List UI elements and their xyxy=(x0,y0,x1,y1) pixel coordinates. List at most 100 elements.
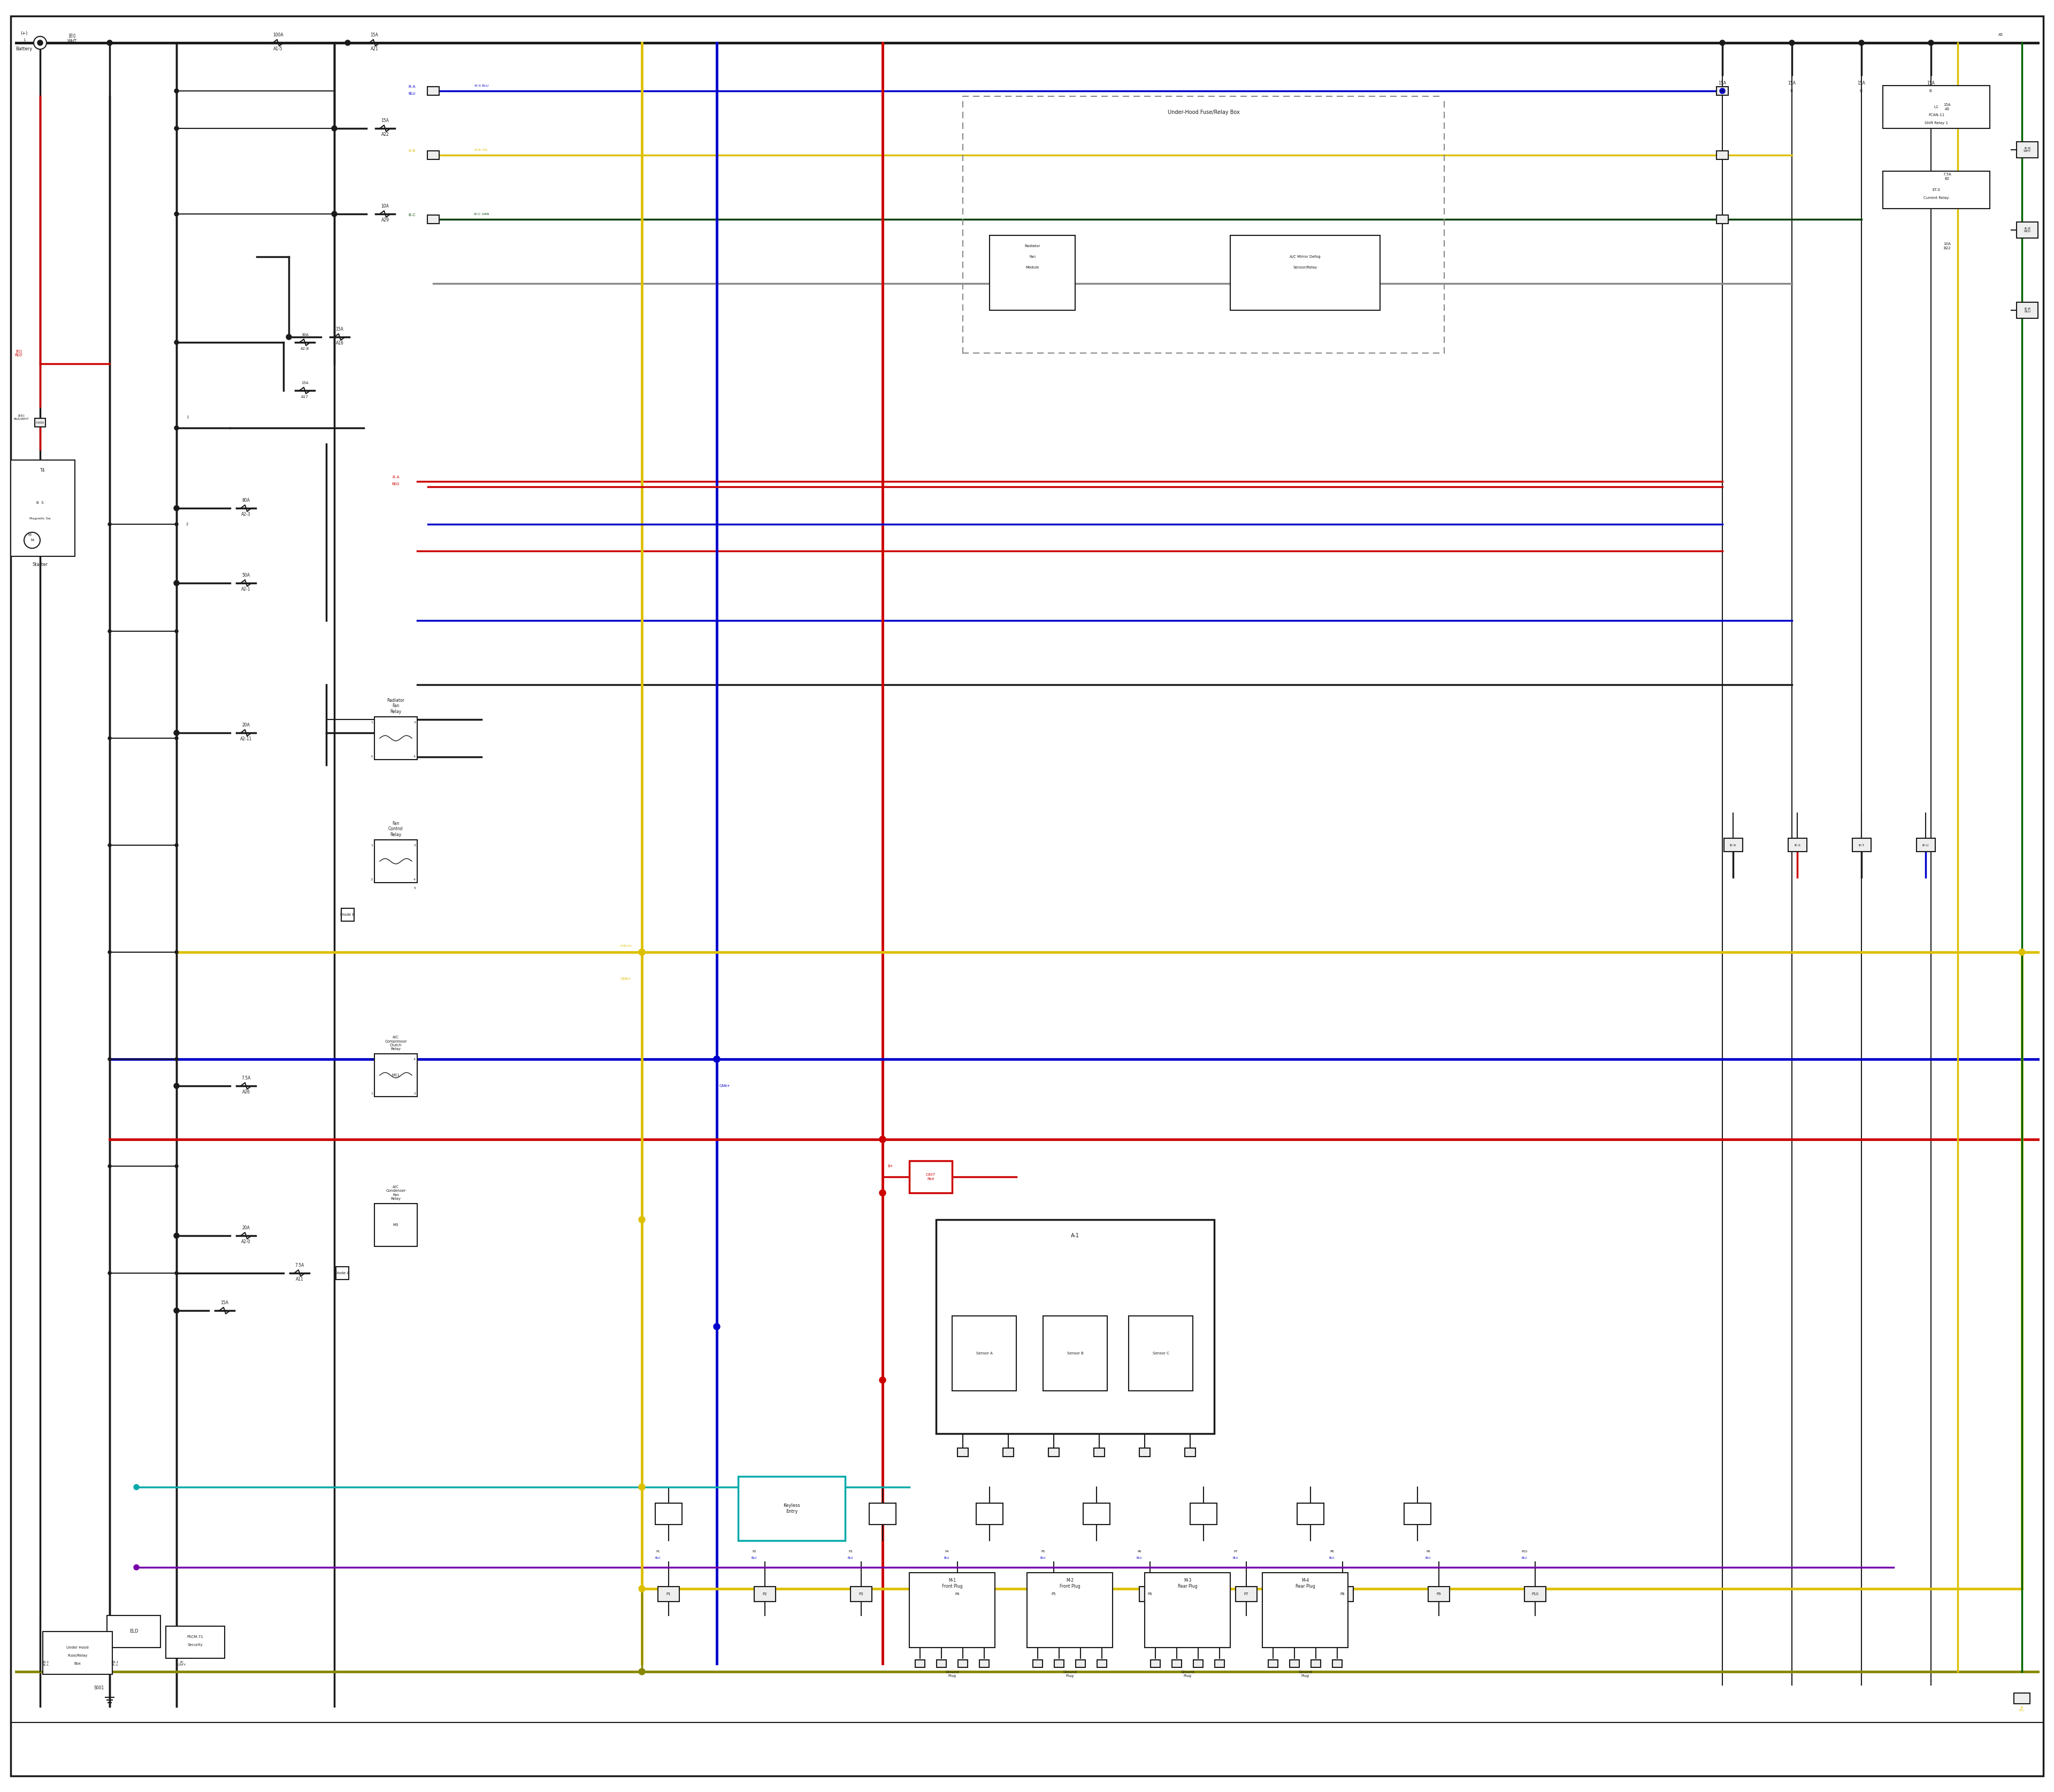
Bar xyxy=(1428,1586,1450,1602)
Text: 1: 1 xyxy=(370,844,372,846)
Text: 15A: 15A xyxy=(1719,81,1725,86)
Text: 1: 1 xyxy=(23,38,25,41)
Text: FCAN-11: FCAN-11 xyxy=(1929,113,1945,116)
Text: 2: 2 xyxy=(413,844,415,846)
Text: Ground
Plug: Ground Plug xyxy=(1062,1670,1076,1677)
Circle shape xyxy=(109,1165,111,1168)
Text: BLU: BLU xyxy=(945,1557,949,1559)
Text: P3: P3 xyxy=(859,1593,863,1595)
Text: M-4
Rear Plug: M-4 Rear Plug xyxy=(1296,1579,1315,1588)
Text: A5: A5 xyxy=(1719,90,1725,93)
Text: 2: 2 xyxy=(413,1093,415,1095)
Text: 2C
CAFY: 2C CAFY xyxy=(177,1661,187,1667)
Bar xyxy=(341,909,353,921)
Circle shape xyxy=(713,1324,721,1330)
Bar xyxy=(916,1659,924,1667)
Text: 15A: 15A xyxy=(370,32,378,38)
Text: PSCM-71: PSCM-71 xyxy=(187,1636,203,1638)
Bar xyxy=(1043,1315,1107,1391)
Text: P10: P10 xyxy=(1532,1593,1538,1595)
Text: A/C
Condenser
Fan
Relay: A/C Condenser Fan Relay xyxy=(386,1186,407,1201)
Text: IE-B: IE-B xyxy=(409,149,415,152)
Bar xyxy=(869,1503,896,1525)
Circle shape xyxy=(713,1055,721,1063)
Circle shape xyxy=(2019,950,2025,955)
Circle shape xyxy=(175,729,179,735)
Text: 2B-1
BL-L: 2B-1 BL-L xyxy=(41,1661,49,1667)
Text: (+): (+) xyxy=(21,30,27,36)
Text: [EI]
WHT: [EI] WHT xyxy=(68,34,76,43)
Circle shape xyxy=(175,629,179,633)
Bar xyxy=(990,235,1074,310)
Circle shape xyxy=(33,36,47,48)
Text: P9: P9 xyxy=(1436,1593,1442,1595)
Circle shape xyxy=(175,1165,179,1168)
Bar xyxy=(1230,235,1380,310)
Text: M11: M11 xyxy=(392,1073,401,1077)
Bar xyxy=(1173,1659,1181,1667)
Bar xyxy=(1717,86,1727,95)
Text: [EE]
BLK/WHT: [EE] BLK/WHT xyxy=(14,414,29,419)
Circle shape xyxy=(25,532,41,548)
Text: Keyless
Entry: Keyless Entry xyxy=(783,1503,801,1514)
Circle shape xyxy=(175,340,179,344)
Circle shape xyxy=(109,629,111,633)
Circle shape xyxy=(1929,39,1933,45)
Text: B  S: B S xyxy=(37,502,43,504)
Text: M-2
Front Plug: M-2 Front Plug xyxy=(1060,1579,1080,1588)
Text: Sensor/Relay: Sensor/Relay xyxy=(1294,265,1317,269)
Text: P5: P5 xyxy=(1041,1550,1045,1552)
Text: L1: L1 xyxy=(1935,106,1939,109)
Circle shape xyxy=(1719,39,1725,45)
Text: Module: Module xyxy=(1025,265,1039,269)
Bar xyxy=(10,461,74,556)
Text: BLU: BLU xyxy=(1039,1557,1045,1559)
Text: Sensor C: Sensor C xyxy=(1152,1351,1169,1355)
Text: Under Hood: Under Hood xyxy=(66,1647,88,1649)
Text: P6: P6 xyxy=(1138,1550,1142,1552)
Circle shape xyxy=(109,523,111,525)
Bar xyxy=(1405,1503,1432,1525)
Text: Ground
Plug: Ground Plug xyxy=(945,1670,959,1677)
Circle shape xyxy=(109,1057,111,1061)
Text: BLU: BLU xyxy=(1329,1557,1335,1559)
Text: IE
YEL: IE YEL xyxy=(2019,1706,2025,1711)
Text: P9: P9 xyxy=(1425,1550,1430,1552)
Circle shape xyxy=(175,1233,179,1238)
Text: Ground
Plug: Ground Plug xyxy=(1298,1670,1313,1677)
Text: IE-T: IE-T xyxy=(1859,844,1865,846)
Text: IE: IE xyxy=(1859,90,1863,93)
Bar xyxy=(1027,1573,1113,1647)
Text: P4: P4 xyxy=(945,1550,949,1552)
Text: IE-C GRN: IE-C GRN xyxy=(474,213,489,215)
Bar xyxy=(1717,215,1727,224)
Bar xyxy=(337,1267,349,1279)
Bar xyxy=(1002,1448,1013,1457)
Text: M: M xyxy=(29,534,31,536)
Text: M-3
Rear Plug: M-3 Rear Plug xyxy=(1177,1579,1197,1588)
Circle shape xyxy=(109,950,111,953)
Circle shape xyxy=(175,1057,179,1061)
Text: 15A: 15A xyxy=(1787,81,1795,86)
Bar xyxy=(2013,1693,2029,1704)
Text: Sensor B: Sensor B xyxy=(1066,1351,1082,1355)
Bar xyxy=(427,215,440,224)
Circle shape xyxy=(879,1136,885,1143)
Text: 7.5A: 7.5A xyxy=(242,1075,251,1081)
Circle shape xyxy=(175,90,179,93)
Text: P2: P2 xyxy=(762,1593,768,1595)
Text: CAN+: CAN+ xyxy=(719,1084,731,1088)
Text: 50A: 50A xyxy=(242,573,251,579)
Text: 30A: 30A xyxy=(302,333,308,337)
Text: P5: P5 xyxy=(1052,1593,1056,1595)
Circle shape xyxy=(1719,88,1725,93)
Text: IE-B
BLU: IE-B BLU xyxy=(2023,308,2031,314)
Text: 4: 4 xyxy=(413,756,415,758)
Circle shape xyxy=(345,39,351,45)
Text: IE-B
WHT: IE-B WHT xyxy=(2023,147,2031,152)
Text: M: M xyxy=(31,539,33,541)
Bar xyxy=(1717,151,1727,159)
Text: P8: P8 xyxy=(1329,1550,1333,1552)
Bar xyxy=(910,1161,953,1193)
Text: 7.5A
B2: 7.5A B2 xyxy=(1943,174,1951,179)
